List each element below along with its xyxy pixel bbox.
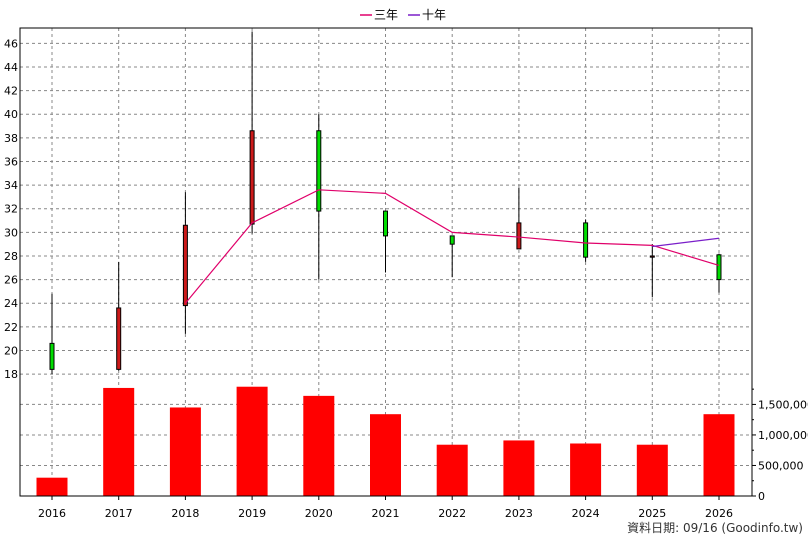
price-tick-label: 20: [4, 344, 18, 357]
price-tick-label: 32: [4, 203, 18, 216]
volume-tick-label: 500,000: [758, 459, 804, 472]
x-tick-label: 2018: [171, 507, 199, 520]
candle: [716, 253, 722, 293]
price-tick-label: 18: [4, 368, 18, 381]
price-tick-label: 40: [4, 108, 18, 121]
price-tick-label: 28: [4, 250, 18, 263]
x-tick-label: 2020: [305, 507, 333, 520]
price-tick-label: 30: [4, 226, 18, 239]
volume-tick-label: 1,000,000: [758, 429, 808, 442]
volume-bar: [236, 386, 268, 496]
price-tick-label: 46: [4, 37, 18, 50]
volume-tick-label: 1,500,000: [758, 398, 808, 411]
candle: [316, 114, 322, 280]
volume-bar: [370, 414, 401, 496]
volume-bar: [703, 414, 735, 496]
candle: [583, 219, 589, 262]
candle: [516, 187, 522, 250]
price-tick-label: 22: [4, 321, 18, 334]
candle-body: [449, 235, 455, 245]
candle: [49, 293, 55, 375]
candle-body: [516, 222, 522, 250]
candle: [116, 261, 122, 371]
x-tick-label: 2024: [572, 507, 600, 520]
volume-bar: [436, 444, 468, 496]
candles: [49, 31, 722, 375]
volume-bar: [636, 444, 668, 496]
ma-line-ten-year: [652, 237, 720, 248]
volume-bar: [570, 443, 602, 496]
x-tick-label: 2019: [238, 507, 266, 520]
volume-bar: [169, 407, 201, 496]
candle: [649, 244, 655, 298]
candle-body: [316, 130, 322, 212]
candle: [449, 235, 455, 278]
price-tick-label: 38: [4, 132, 18, 145]
legend-label: 十年: [422, 8, 446, 22]
legend: 三年 十年: [360, 8, 446, 22]
x-tick-label: 2022: [438, 507, 466, 520]
volume-tick-label: 0: [758, 490, 765, 503]
x-tick-label: 2026: [705, 507, 733, 520]
price-tick-label: 34: [4, 179, 18, 192]
ma-line-three-year: [184, 189, 720, 304]
candle: [249, 31, 255, 234]
price-tick-label: 26: [4, 274, 18, 287]
legend-label: 三年: [374, 8, 398, 22]
price-tick-label: 36: [4, 155, 18, 168]
price-tick-label: 24: [4, 297, 18, 310]
candle-body: [116, 307, 122, 370]
candle-body: [383, 210, 388, 237]
candle-body: [182, 224, 188, 307]
price-tick-label: 44: [4, 61, 18, 74]
candle-body: [49, 342, 55, 370]
moving-average-lines: [184, 189, 720, 304]
candle: [383, 210, 388, 273]
x-tick-label: 2021: [372, 507, 400, 520]
candle-body: [716, 254, 722, 281]
volume-bar: [303, 395, 335, 496]
volume-bar: [503, 440, 535, 496]
x-tick-label: 2023: [505, 507, 533, 520]
candle: [182, 192, 188, 334]
x-tick-label: 2017: [105, 507, 133, 520]
candle-body: [649, 255, 655, 258]
axes: 1820222426283032343638404244460500,0001,…: [4, 27, 808, 520]
footer-source-label: 資料日期: 09/16 (Goodinfo.tw): [627, 521, 803, 535]
candle-body: [583, 222, 589, 258]
x-tick-label: 2016: [38, 507, 66, 520]
price-tick-label: 42: [4, 85, 18, 98]
volume-bar: [36, 477, 68, 496]
volume-bar: [103, 387, 135, 496]
x-tick-label: 2025: [638, 507, 666, 520]
candle-body: [249, 130, 255, 225]
volume-bars: [36, 386, 735, 496]
